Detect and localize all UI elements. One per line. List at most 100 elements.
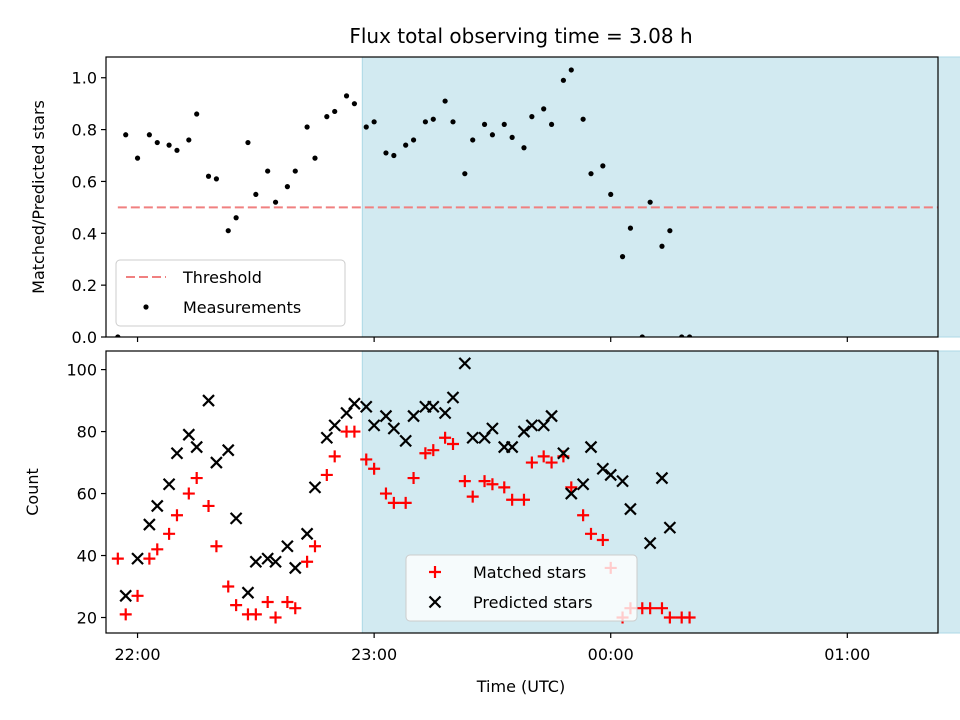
predicted-stars-point bbox=[288, 561, 302, 575]
y-tick-label: 0.4 bbox=[72, 224, 97, 243]
highlight-span bbox=[361, 56, 960, 338]
measurement-point bbox=[548, 121, 555, 128]
count-panel: 2040608010022:0023:0000:0001:0002:00Coun… bbox=[23, 350, 960, 664]
predicted-stars-point bbox=[119, 589, 132, 603]
measurement-point bbox=[521, 145, 527, 151]
predicted-stars-point bbox=[190, 440, 203, 454]
measurement-point bbox=[667, 228, 673, 234]
matched-stars-point bbox=[537, 450, 550, 463]
measurement-point bbox=[284, 184, 290, 190]
predicted-stars-point bbox=[446, 391, 460, 404]
predicted-stars-point bbox=[241, 586, 255, 599]
predicted-stars-point bbox=[576, 477, 590, 491]
predicted-stars-point bbox=[210, 456, 223, 469]
legend-predicted-swatch bbox=[428, 595, 442, 609]
measurement-point bbox=[312, 155, 318, 161]
matched-stars-point bbox=[190, 472, 203, 485]
predicted-stars-point bbox=[300, 527, 314, 541]
matched-stars-point bbox=[466, 490, 479, 503]
y-tick-label: 0.6 bbox=[72, 172, 97, 191]
predicted-stars-point bbox=[143, 518, 156, 531]
matched-stars-point bbox=[387, 496, 400, 509]
predicted-stars-point bbox=[557, 446, 570, 460]
measurement-point bbox=[115, 334, 121, 337]
measurement-point bbox=[639, 334, 645, 337]
measurement-point bbox=[686, 334, 693, 337]
y-tick-label: 100 bbox=[66, 361, 97, 380]
measurement-point bbox=[186, 137, 192, 143]
plot-area bbox=[115, 67, 938, 337]
legend-threshold-label: Threshold bbox=[182, 268, 262, 287]
measurement-point bbox=[529, 114, 535, 120]
predicted-stars-point bbox=[131, 552, 144, 565]
predicted-stars-point bbox=[150, 499, 164, 513]
matched-stars-point bbox=[683, 611, 696, 624]
matched-stars-point bbox=[458, 475, 471, 488]
y-tick-label: 20 bbox=[77, 609, 97, 628]
measurement-point bbox=[174, 147, 180, 153]
matched-stars-point bbox=[577, 509, 590, 522]
measurement-point bbox=[265, 168, 271, 174]
axes-frame bbox=[105, 56, 939, 338]
matched-stars-point bbox=[308, 540, 321, 553]
matched-stars-point bbox=[301, 555, 314, 568]
predicted-stars-point bbox=[399, 434, 412, 448]
measurement-point bbox=[509, 134, 515, 140]
y-axis-label: Matched/Predicted stars bbox=[29, 100, 48, 294]
chart-title: Flux total observing time = 3.08 h bbox=[349, 24, 692, 48]
predicted-stars-point bbox=[221, 443, 235, 457]
measurement-point bbox=[205, 173, 212, 179]
matched-stars-point bbox=[439, 431, 452, 444]
measurement-point bbox=[371, 119, 377, 125]
measurement-point bbox=[580, 116, 586, 122]
legend bbox=[405, 554, 638, 622]
predicted-stars-point bbox=[387, 422, 401, 435]
matched-stars-point bbox=[230, 599, 243, 612]
measurement-point bbox=[166, 142, 172, 148]
predicted-stars-point bbox=[359, 400, 373, 414]
measurement-point bbox=[489, 132, 496, 138]
measurement-point bbox=[343, 93, 350, 99]
predicted-stars-point bbox=[261, 552, 274, 565]
axes-frame bbox=[105, 350, 939, 634]
legend bbox=[115, 259, 346, 327]
measurement-point bbox=[422, 119, 428, 125]
measurement-point bbox=[272, 199, 279, 205]
measurement-point bbox=[134, 155, 141, 161]
predicted-stars-point bbox=[367, 419, 381, 432]
matched-stars-point bbox=[506, 493, 519, 506]
matched-stars-point bbox=[545, 456, 558, 469]
measurement-point bbox=[146, 132, 152, 138]
matched-stars-point bbox=[498, 481, 511, 494]
predicted-stars-point bbox=[466, 431, 479, 445]
measurement-point bbox=[470, 137, 476, 143]
predicted-stars-point bbox=[281, 539, 294, 553]
matched-stars-point bbox=[131, 589, 144, 602]
predicted-stars-point bbox=[348, 397, 361, 410]
matched-stars-point bbox=[478, 475, 491, 488]
ratio-panel: 0.0 0.2 0.4 0.6 0.8 1.0 Matched/Predicted star… bbox=[29, 56, 960, 347]
y-tick-label: 40 bbox=[77, 547, 97, 566]
matched-stars-point bbox=[320, 468, 333, 481]
matched-stars-point bbox=[328, 450, 341, 463]
predicted-stars-point bbox=[170, 446, 184, 460]
legend-predicted-label: Predicted stars bbox=[473, 593, 593, 612]
predicted-stars-point bbox=[565, 487, 578, 500]
measurement-point bbox=[501, 121, 507, 128]
matched-stars-point bbox=[663, 611, 676, 624]
matched-stars-point bbox=[348, 425, 361, 438]
measurement-point bbox=[213, 176, 220, 182]
x-tick-label: 00:00 bbox=[588, 645, 634, 664]
matched-stars-point bbox=[261, 596, 274, 609]
predicted-stars-point bbox=[604, 468, 617, 482]
measurement-point bbox=[225, 228, 231, 234]
y-tick-label: 0.0 bbox=[72, 328, 97, 347]
matched-stars-point bbox=[281, 596, 294, 609]
measurement-point bbox=[410, 137, 417, 143]
predicted-stars-point bbox=[545, 409, 558, 423]
predicted-stars-point bbox=[320, 431, 334, 445]
legend-measurements-label: Measurements bbox=[183, 298, 301, 317]
measurement-point bbox=[363, 124, 369, 130]
matched-stars-point bbox=[596, 534, 609, 547]
measurement-point bbox=[442, 98, 448, 104]
